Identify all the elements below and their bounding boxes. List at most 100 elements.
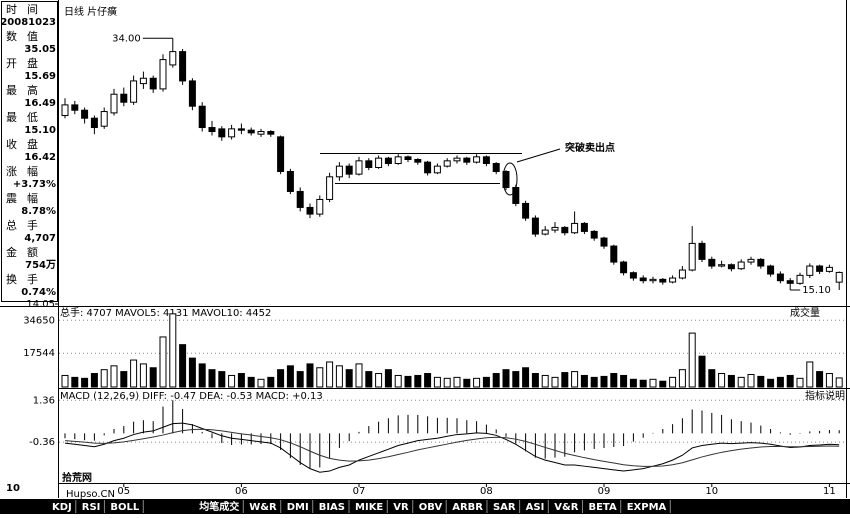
chart-title: 日线 片仔癀	[64, 5, 117, 18]
candle-body	[365, 160, 373, 168]
candle-body	[541, 229, 549, 235]
volume-bar	[492, 373, 500, 388]
candle-body	[747, 258, 755, 263]
indicator-tab[interactable]: KDJ	[52, 502, 72, 513]
info-label: 总手	[6, 218, 48, 232]
candle-body	[424, 161, 432, 174]
candle-body	[727, 264, 735, 270]
volume-bar	[747, 373, 755, 388]
indicator-tab[interactable]: DMI	[287, 502, 309, 513]
candle-body	[796, 274, 804, 284]
candle-body	[767, 265, 775, 275]
info-label: 开盘	[6, 56, 48, 70]
volume-bar	[228, 374, 236, 388]
info-value: 15.69	[24, 71, 56, 82]
volume-bar	[776, 376, 784, 388]
candle-body	[326, 176, 334, 200]
indicator-tab[interactable]: W&R	[249, 502, 277, 513]
candle-body	[110, 93, 118, 114]
volume-bar	[453, 376, 461, 388]
candle-body	[551, 226, 559, 231]
volume-bar	[433, 376, 441, 388]
candle-body	[835, 271, 843, 283]
candle-body	[737, 261, 745, 270]
indicator-tab[interactable]: BIAS	[319, 502, 345, 513]
indicator-tab[interactable]: MIKE	[355, 502, 383, 513]
volume-bar	[786, 374, 794, 388]
volume-bar	[335, 365, 343, 388]
volume-bar	[718, 373, 726, 388]
indicator-tab[interactable]: EXPMA	[627, 502, 667, 513]
volume-bar	[169, 313, 177, 388]
candle-body	[522, 202, 530, 219]
volume-bar	[669, 376, 677, 388]
volume-bar	[600, 375, 608, 388]
indicator-tab[interactable]: 均笔成交	[199, 500, 239, 513]
candle-body	[61, 104, 69, 117]
candle-body	[463, 157, 471, 163]
volume-bar	[629, 378, 637, 388]
macd-line	[64, 428, 840, 467]
indicator-tab[interactable]: OBV	[419, 502, 443, 513]
info-label: 最高	[6, 83, 48, 97]
volume-bar	[90, 373, 98, 388]
x-tick-label: 11	[823, 486, 836, 497]
indicator-tab[interactable]: ASI	[526, 502, 545, 513]
candle-body	[237, 128, 245, 131]
info-value: 16.49	[24, 98, 56, 109]
x-tick-label: 07	[353, 486, 366, 497]
volume-bar	[188, 357, 196, 388]
indicator-tab[interactable]: ARBR	[452, 502, 483, 513]
volume-bar	[110, 365, 118, 388]
candle-body	[384, 157, 392, 164]
candle-body	[169, 51, 177, 66]
candle-body	[825, 266, 833, 272]
x-tick-label: 05	[117, 486, 130, 497]
volume-bar	[159, 336, 167, 388]
indicator-tab[interactable]: VR	[393, 502, 409, 513]
macd-line	[64, 422, 840, 473]
info-panel-frame	[1, 1, 58, 302]
candle-body	[335, 165, 343, 178]
info-value: 35.05	[24, 44, 56, 55]
candle-body	[306, 206, 314, 215]
volume-bar	[375, 373, 383, 388]
watermark-logo: 10	[6, 483, 20, 494]
volume-bar	[678, 369, 686, 388]
volume-bar	[149, 367, 157, 388]
indicator-tab[interactable]: BETA	[588, 502, 616, 513]
info-value: 0.74%	[21, 287, 56, 298]
volume-bar	[237, 373, 245, 388]
candle-body	[90, 117, 98, 129]
candle-body	[669, 277, 677, 283]
candle-body	[277, 136, 285, 172]
info-value: 20081023	[0, 17, 56, 28]
volume-bar	[580, 374, 588, 388]
volume-bar	[708, 369, 716, 388]
candle-body	[620, 261, 628, 274]
volume-bar	[277, 369, 285, 388]
candle-body	[345, 165, 353, 175]
candle-body	[355, 160, 363, 175]
candle-body	[571, 222, 579, 234]
y-tick-label: 14.05	[26, 299, 55, 310]
indicator-tab[interactable]: RSI	[82, 502, 101, 513]
volume-bar	[306, 363, 314, 388]
indicator-tab[interactable]: SAR	[493, 502, 516, 513]
info-value: 754万	[25, 259, 56, 271]
volume-bar	[825, 373, 833, 388]
indicator-tab[interactable]: V&R	[554, 502, 578, 513]
candle-body	[179, 51, 187, 82]
y-tick-label: 1.36	[33, 395, 55, 406]
volume-bar	[698, 355, 706, 388]
info-label: 震幅	[6, 192, 48, 205]
volume-bar	[482, 376, 490, 388]
watermark-text: Hupso.CN	[66, 489, 115, 500]
volume-bar	[463, 378, 471, 388]
x-tick-label: 09	[598, 486, 611, 497]
candle-body	[512, 186, 520, 204]
indicator-tab[interactable]: BOLL	[110, 502, 139, 513]
